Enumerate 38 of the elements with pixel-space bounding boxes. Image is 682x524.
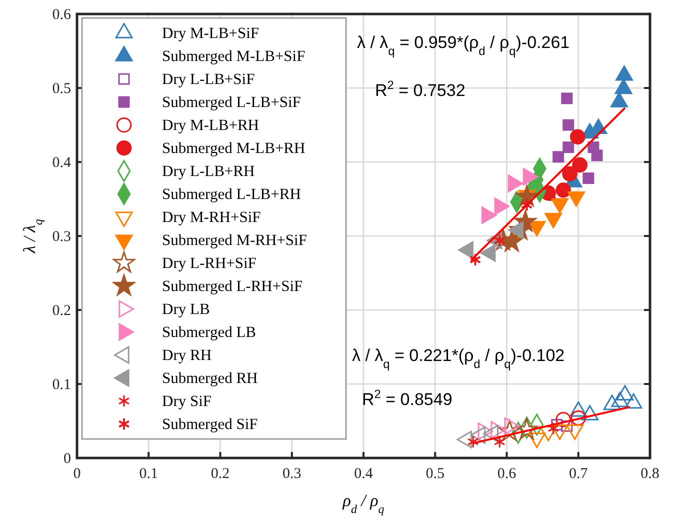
legend-label: Dry L-RH+SiF <box>162 255 257 272</box>
legend-label: Dry SiF <box>162 393 212 410</box>
legend-label: Dry L-LB+SiF <box>162 71 256 88</box>
y-tick-label: 0.4 <box>52 155 72 171</box>
y-tick-label: 0.5 <box>52 81 71 97</box>
legend-label: Dry M-RH+SiF <box>162 209 262 226</box>
annotation: λ / λ$_{q}$ = 0.959*(ρ$_{d}$ / ρ$_{q}$)-0.261 <box>357 33 570 58</box>
legend-label: Submerged M-LB+RH <box>162 140 306 157</box>
legend-label: Submerged LB <box>162 324 256 341</box>
x-tick-label: 0.3 <box>282 466 302 482</box>
y-tick-label: 0.1 <box>52 377 71 393</box>
legend-label: Dry M-LB+RH <box>162 117 260 134</box>
legend-label: Submerged L-LB+RH <box>162 186 301 203</box>
annotation: λ / λ$_{q}$ = 0.221*(ρ$_{d}$ / ρ$_{q}$)-0.102 <box>352 346 565 371</box>
legend-label: Submerged M-LB+SiF <box>162 48 306 65</box>
x-tick-label: 0.2 <box>210 466 230 482</box>
legend-label: Submerged M-RH+SiF <box>162 232 308 249</box>
y-tick-label: 0.2 <box>52 303 71 319</box>
x-tick-label: 0.7 <box>569 466 588 482</box>
x-axis-title: ρ$_{d}$ / ρ$_{q}$ <box>342 491 384 516</box>
y-tick-label: 0.3 <box>52 229 71 245</box>
x-tick-label: 0.6 <box>497 466 517 482</box>
legend-label: Dry RH <box>162 347 212 364</box>
x-tick-label: 0.5 <box>426 466 444 482</box>
legend-label: Dry L-LB+RH <box>162 163 255 180</box>
x-tick-label: 0.1 <box>139 466 158 482</box>
legend-label: Submerged SiF <box>162 416 258 433</box>
legend-label: Submerged RH <box>162 370 258 387</box>
x-tick-label: 0.4 <box>354 466 374 482</box>
y-tick-label: 0.6 <box>52 7 72 23</box>
legend-label: Dry M-LB+SiF <box>162 25 260 42</box>
legend-label: Submerged L-RH+SiF <box>162 278 304 295</box>
y-tick-label: 0 <box>64 451 71 467</box>
annotation: R$^{2}$ = 0.7532 <box>375 78 466 100</box>
x-tick-label: 0.8 <box>640 466 660 482</box>
legend-label: Submerged L-LB+SiF <box>162 94 302 111</box>
annotation: R$^{2}$ = 0.8549 <box>362 387 452 409</box>
legend-label: Dry LB <box>162 301 210 318</box>
